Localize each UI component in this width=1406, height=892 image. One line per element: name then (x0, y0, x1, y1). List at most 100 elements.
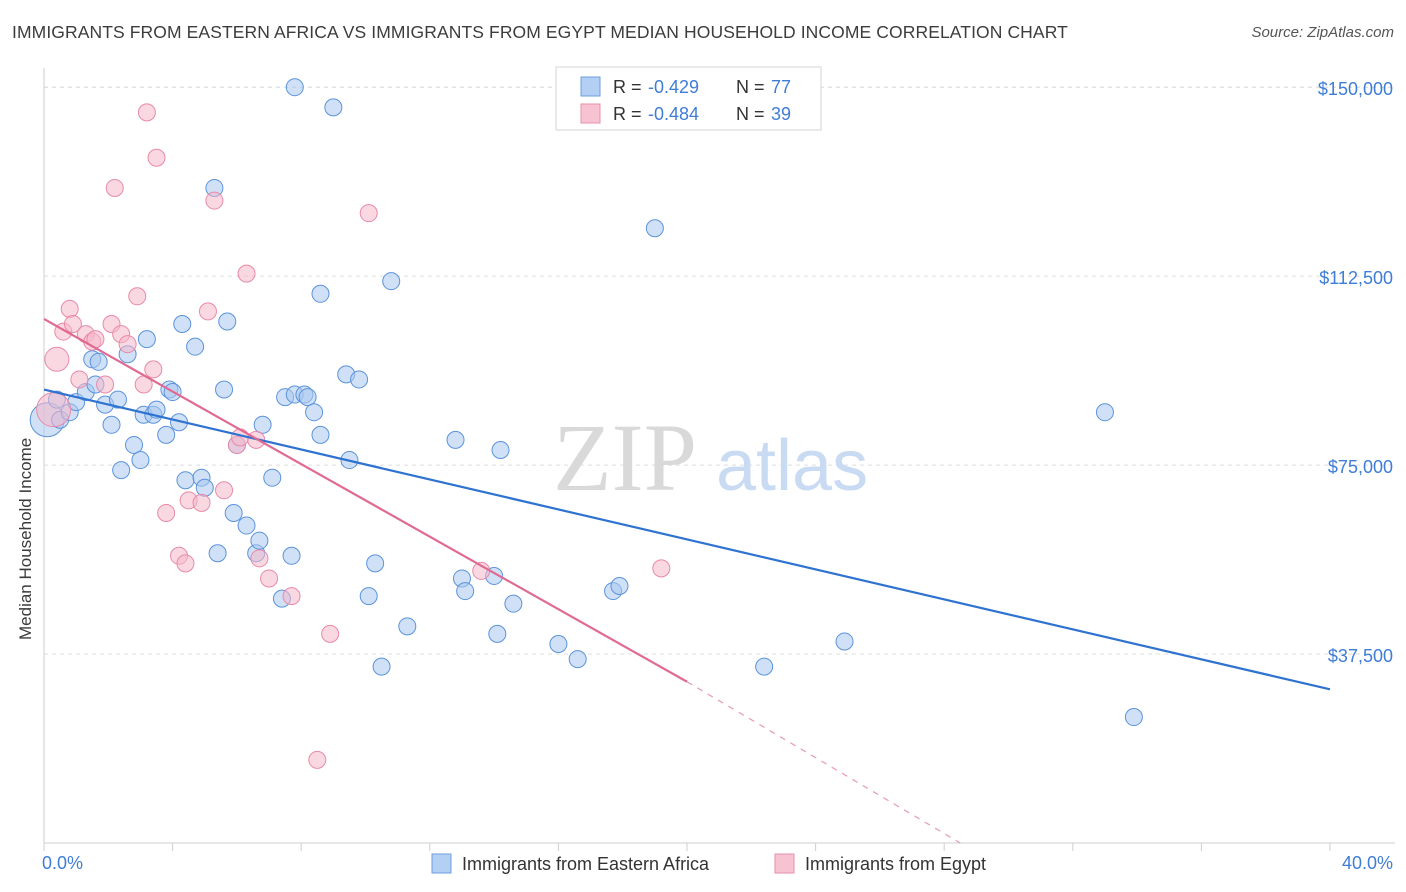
data-point (382, 272, 401, 291)
y-tick-label: $112,500 (1319, 268, 1393, 288)
data-point (282, 587, 301, 606)
data-point (260, 569, 279, 588)
data-point (192, 493, 211, 512)
data-point (645, 219, 664, 238)
data-point (652, 559, 671, 578)
data-point (282, 546, 301, 565)
grid-lines (44, 86, 1395, 655)
data-point (89, 352, 108, 371)
data-point (218, 312, 237, 331)
data-point (60, 299, 79, 318)
data-point (359, 204, 378, 223)
data-point (285, 78, 304, 97)
data-points (29, 78, 1143, 769)
series-legend: Immigrants from Eastern Africa Immigrant… (431, 853, 986, 874)
r-label-blue: R = (613, 77, 642, 97)
legend-label-eastern-africa: Immigrants from Eastern Africa (462, 854, 710, 874)
watermark: ZIP atlas (553, 404, 868, 511)
data-point (488, 624, 507, 643)
data-point (491, 440, 510, 459)
data-point (70, 370, 89, 389)
data-point (250, 549, 269, 568)
data-point (176, 554, 195, 573)
data-point (118, 335, 137, 354)
data-point (321, 624, 340, 643)
n-value-pink: 39 (771, 104, 791, 124)
data-point (147, 148, 166, 167)
data-point (366, 554, 385, 573)
legend-label-egypt: Immigrants from Egypt (805, 854, 986, 874)
data-point (157, 503, 176, 522)
data-point (835, 632, 854, 651)
data-point (128, 287, 147, 306)
data-point (157, 425, 176, 444)
data-point (350, 370, 369, 389)
n-label-pink: N = (736, 104, 765, 124)
trend-line-egypt (43, 318, 688, 683)
data-point (250, 531, 269, 550)
data-point (215, 380, 234, 399)
data-point (215, 481, 234, 500)
data-point (549, 634, 568, 653)
y-tick-label: $37,500 (1328, 646, 1393, 666)
y-tick-label: $150,000 (1318, 79, 1393, 99)
data-point (208, 544, 227, 563)
x-tick-label: 40.0% (1342, 853, 1393, 873)
data-point (1095, 403, 1114, 422)
data-point (102, 415, 121, 434)
legend-swatch-eastern-africa (431, 853, 452, 874)
stats-legend-swatch-blue (580, 76, 601, 97)
data-point (1124, 708, 1143, 727)
x-tick-labels: 0.0% 40.0% (42, 853, 1393, 873)
data-point (372, 657, 391, 676)
stats-legend-swatch-pink (580, 103, 601, 124)
data-point (205, 191, 224, 210)
data-point (125, 435, 144, 454)
watermark-zip: ZIP (553, 404, 697, 511)
data-point (398, 617, 417, 636)
data-point (324, 98, 343, 117)
data-point (105, 178, 124, 197)
data-point (173, 315, 192, 334)
data-point (186, 337, 205, 356)
data-point (195, 478, 214, 497)
axes (43, 68, 1395, 851)
data-point (237, 516, 256, 535)
data-point (36, 392, 72, 428)
data-point (137, 330, 156, 349)
data-point (446, 430, 465, 449)
trend-lines (43, 318, 1331, 844)
data-point (253, 415, 272, 434)
y-tick-label: $75,000 (1328, 457, 1393, 477)
trend-line-egypt-extension (686, 681, 961, 844)
data-point (298, 388, 317, 407)
data-point (137, 103, 156, 122)
r-value-pink: -0.484 (648, 104, 699, 124)
data-point (311, 284, 330, 303)
data-point (504, 594, 523, 613)
data-point (108, 390, 127, 409)
stats-legend: R = -0.429 N = 77 R = -0.484 N = 39 (555, 66, 822, 131)
data-point (131, 451, 150, 470)
source-label: Source: ZipAtlas.com (1251, 24, 1394, 41)
r-label-pink: R = (613, 104, 642, 124)
y-tick-labels: $37,500 $75,000 $112,500 $150,000 (1318, 79, 1393, 666)
data-point (237, 264, 256, 283)
data-point (263, 468, 282, 487)
data-point (63, 315, 82, 334)
watermark-atlas: atlas (716, 426, 868, 506)
data-point (359, 587, 378, 606)
data-point (568, 650, 587, 669)
data-point (305, 403, 324, 422)
data-point (755, 657, 774, 676)
legend-swatch-egypt (774, 853, 795, 874)
data-point (308, 750, 327, 769)
data-point (44, 346, 70, 372)
data-point (96, 375, 115, 394)
n-label-blue: N = (736, 77, 765, 97)
n-value-blue: 77 (771, 77, 791, 97)
x-tick-label: 0.0% (42, 853, 83, 873)
data-point (144, 360, 163, 379)
data-point (224, 503, 243, 522)
